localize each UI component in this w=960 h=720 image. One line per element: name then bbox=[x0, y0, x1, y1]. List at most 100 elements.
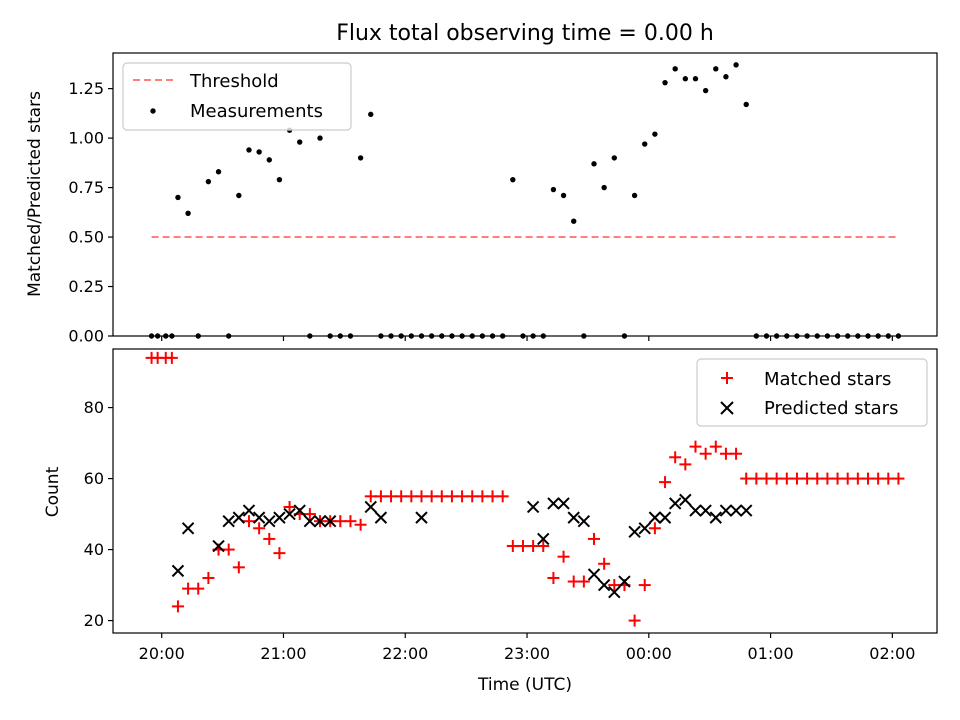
matched-star-point bbox=[872, 472, 885, 485]
matched-star-point bbox=[385, 490, 398, 503]
matched-star-point bbox=[547, 571, 560, 584]
matched-star-point bbox=[638, 579, 651, 592]
bottom-y-tick-label: 40 bbox=[84, 540, 104, 559]
measurement-point bbox=[215, 169, 222, 175]
matched-star-point bbox=[780, 472, 793, 485]
measurement-point bbox=[723, 74, 729, 80]
measurement-point bbox=[692, 76, 699, 82]
matched-star-point bbox=[527, 540, 540, 553]
predicted-star-point bbox=[303, 514, 317, 528]
matched-star-point bbox=[344, 515, 357, 528]
matched-star-point bbox=[445, 490, 458, 503]
predicted-star-point bbox=[283, 507, 296, 521]
measurement-point bbox=[743, 101, 749, 108]
measurement-point bbox=[236, 192, 242, 199]
predicted-star-point bbox=[263, 514, 276, 528]
matched-star-point bbox=[364, 490, 377, 503]
matched-star-point bbox=[456, 490, 469, 503]
top-legend-box bbox=[122, 62, 352, 131]
predicted-star-point bbox=[323, 514, 337, 528]
measurement-point bbox=[560, 192, 567, 199]
matched-star-point bbox=[770, 472, 783, 485]
bottom-plot-frame bbox=[112, 348, 938, 634]
legend-matched-label: Matched stars bbox=[764, 369, 891, 390]
predicted-star-point bbox=[232, 511, 246, 524]
bottom-legend: Matched stars Predicted stars bbox=[696, 358, 928, 427]
matched-star-point bbox=[165, 351, 178, 364]
measurement-point bbox=[601, 184, 607, 191]
top-plot-frame bbox=[112, 52, 938, 337]
measurement-point bbox=[357, 155, 364, 161]
legend-measurements-swatch bbox=[150, 108, 156, 114]
top-y-tick-label: 1.00 bbox=[68, 129, 104, 148]
x-tick-label: 01:00 bbox=[748, 644, 794, 663]
matched-star-point bbox=[405, 490, 418, 503]
predicted-star-point bbox=[638, 522, 651, 535]
matched-star-point bbox=[425, 490, 438, 503]
measurement-point bbox=[733, 62, 739, 68]
matched-star-point bbox=[466, 490, 479, 503]
predicted-star-point bbox=[597, 578, 611, 592]
star-count-panel: Count Time (UTC) 20 40 60 80 20:00 21:00 22:00… bbox=[43, 348, 938, 695]
top-y-tick-label: 0.50 bbox=[68, 228, 104, 247]
matched-star-point bbox=[263, 532, 276, 545]
matched-star-point bbox=[567, 575, 580, 588]
measurement-point bbox=[662, 79, 668, 86]
predicted-star-point bbox=[374, 511, 388, 524]
matched-star-point bbox=[892, 472, 905, 485]
measurement-point bbox=[702, 87, 709, 94]
matched-star-point bbox=[709, 440, 722, 453]
matched-star-point bbox=[750, 472, 763, 485]
measurement-point bbox=[317, 135, 323, 141]
flux-ratio-panel: Flux total observing time = 0.00 h Match… bbox=[25, 21, 938, 346]
matched-star-point bbox=[222, 543, 235, 556]
measurement-point bbox=[297, 139, 303, 145]
predicted-star-point bbox=[181, 522, 195, 535]
predicted-star-point bbox=[547, 497, 560, 510]
matched-star-point bbox=[374, 490, 387, 503]
predicted-star-point bbox=[628, 525, 641, 539]
matched-star-point bbox=[182, 582, 195, 595]
predicted-star-point bbox=[415, 511, 428, 524]
top-legend: Threshold Measurements bbox=[122, 62, 352, 131]
x-tick-label: 00:00 bbox=[626, 644, 672, 663]
measurement-point bbox=[185, 210, 191, 217]
legend-predicted-label: Predicted stars bbox=[764, 398, 898, 419]
predicted-star-point bbox=[557, 497, 570, 510]
predicted-star-point bbox=[537, 532, 550, 546]
matched-star-point bbox=[851, 472, 864, 485]
matched-star-point bbox=[811, 472, 824, 485]
matched-star-point bbox=[699, 447, 712, 460]
matched-star-point bbox=[588, 532, 601, 545]
matched-star-point bbox=[476, 490, 489, 503]
measurement-point bbox=[368, 111, 374, 118]
x-tick-label: 21:00 bbox=[260, 644, 306, 663]
matched-star-point bbox=[496, 490, 509, 503]
top-y-axis-label: Matched/Predicted stars bbox=[25, 91, 45, 297]
predicted-star-point bbox=[679, 493, 692, 507]
measurement-point bbox=[672, 66, 678, 72]
matched-star-point bbox=[506, 540, 519, 553]
top-y-tick-label: 0.25 bbox=[68, 277, 104, 296]
predicted-star-point bbox=[699, 504, 712, 517]
matched-star-point bbox=[841, 472, 854, 485]
matched-star-point bbox=[354, 518, 367, 531]
top-y-tick-label: 1.25 bbox=[68, 79, 104, 98]
predicted-star-point bbox=[273, 511, 286, 524]
matched-star-point bbox=[689, 440, 702, 453]
legend-predicted-swatch bbox=[720, 401, 734, 415]
predicted-star-point bbox=[313, 514, 327, 528]
measurement-point bbox=[550, 186, 557, 193]
predicted-star-point bbox=[648, 511, 662, 524]
bottom-y-tick-label: 60 bbox=[84, 469, 104, 488]
chart-title: Flux total observing time = 0.00 h bbox=[336, 21, 714, 46]
top-y-tick-label: 0.75 bbox=[68, 178, 104, 197]
x-tick-label: 02:00 bbox=[869, 644, 915, 663]
predicted-star-point bbox=[252, 511, 266, 524]
matched-star-point bbox=[882, 472, 895, 485]
predicted-star-point bbox=[222, 514, 235, 528]
top-y-tick-label: 0.00 bbox=[68, 327, 104, 346]
matched-star-point bbox=[395, 490, 408, 503]
matched-star-point bbox=[719, 447, 732, 460]
